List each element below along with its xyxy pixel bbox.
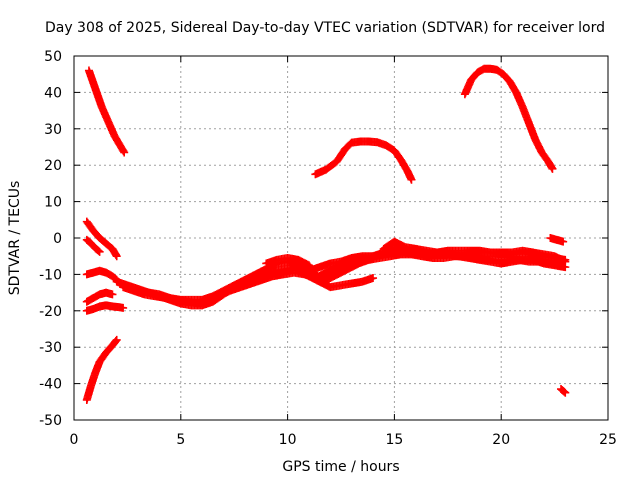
data-point (108, 290, 117, 299)
y-tick-label: -20 (39, 304, 62, 320)
y-tick-label: -50 (39, 413, 62, 429)
data-point (112, 335, 121, 344)
data-point (561, 263, 570, 272)
series-main-band-e (379, 237, 570, 272)
data-point (112, 252, 121, 261)
data-point (561, 388, 570, 397)
y-tick-label: 20 (44, 158, 62, 174)
chart-title: Day 308 of 2025, Sidereal Day-to-day VTE… (45, 20, 605, 36)
x-tick-label: 10 (279, 432, 297, 448)
x-axis-label: GPS time / hours (282, 459, 399, 475)
series-track-7 (82, 288, 117, 306)
y-tick-label: -10 (39, 267, 62, 283)
data-point (119, 303, 128, 312)
data-point (407, 175, 416, 184)
series-track-2 (311, 137, 416, 184)
series-track-9 (82, 335, 121, 404)
grid (74, 56, 608, 420)
data-point (120, 148, 129, 157)
y-tick-label: -40 (39, 377, 62, 393)
ticks: 0 5 10 15 20 25 -50 -40 -30 -20 -10 0 10 20 30 40 50 (39, 49, 617, 448)
data-point (369, 254, 378, 263)
series-track-1 (84, 66, 129, 157)
series-track-6 (82, 266, 121, 284)
y-tick-label: -30 (39, 340, 62, 356)
data-points (82, 64, 570, 404)
y-tick-label: 50 (44, 49, 62, 65)
series-main-band-f (294, 254, 378, 286)
data-point (559, 237, 568, 246)
data-point (119, 147, 128, 156)
series-track-11 (557, 385, 570, 397)
series-track-8 (82, 301, 128, 315)
series-track-10 (546, 234, 568, 246)
x-tick-label: 25 (599, 432, 617, 448)
x-tick-label: 0 (70, 432, 79, 448)
x-tick-label: 15 (385, 432, 403, 448)
y-tick-label: 40 (44, 85, 62, 101)
x-tick-label: 20 (492, 432, 510, 448)
x-tick-label: 5 (176, 432, 185, 448)
series-track-5 (82, 235, 104, 256)
series-track-3 (460, 64, 557, 173)
data-point (560, 387, 569, 396)
data-point (95, 247, 104, 256)
data-point (94, 246, 103, 255)
y-tick-label: 0 (53, 231, 62, 247)
data-point (369, 274, 378, 283)
y-tick-label: 10 (44, 195, 62, 211)
data-point (111, 337, 120, 346)
y-axis-label: SDTVAR / TECUs (7, 181, 23, 296)
data-point (548, 164, 557, 173)
y-tick-label: 30 (44, 122, 62, 138)
series-track-4 (82, 217, 121, 261)
